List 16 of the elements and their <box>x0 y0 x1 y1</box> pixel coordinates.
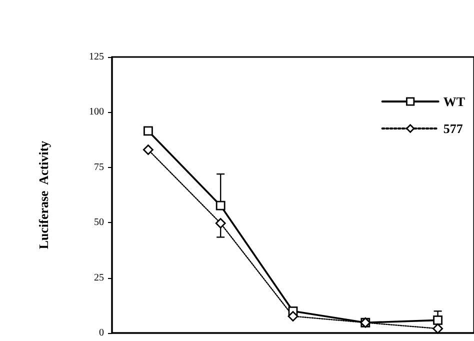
y-tick-label: 50 <box>94 217 104 228</box>
y-tick-label: 100 <box>89 106 104 118</box>
point <box>215 218 226 228</box>
y-tick-label: 0 <box>99 328 104 338</box>
y-tick-label: 75 <box>94 162 104 173</box>
point <box>433 315 442 325</box>
legend-label: WT <box>443 94 466 109</box>
legend-label: 577 <box>443 121 464 136</box>
point <box>144 126 153 136</box>
point <box>143 144 154 155</box>
point <box>288 311 298 322</box>
point <box>432 323 443 334</box>
y-tick-label: 25 <box>94 272 104 284</box>
point <box>216 200 226 210</box>
y-tick-label: 125 <box>89 52 104 62</box>
y-axis-title: Luciferase Activity <box>36 140 51 250</box>
